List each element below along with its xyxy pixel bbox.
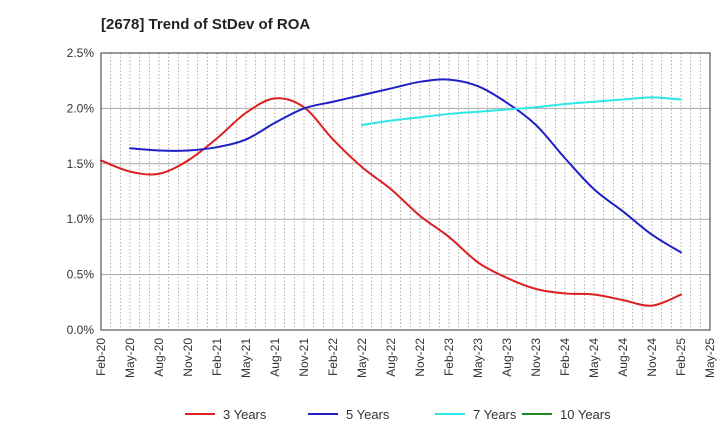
- y-tick-label: 2.0%: [67, 101, 95, 115]
- x-tick-label: May-22: [355, 338, 369, 378]
- x-tick-label: Nov-23: [529, 338, 543, 377]
- series-line-5-years: [129, 78, 682, 254]
- y-tick-label: 1.5%: [67, 157, 95, 171]
- x-tick-label: Nov-24: [645, 338, 659, 377]
- x-tick-label: Nov-22: [413, 338, 427, 377]
- x-axis: Feb-20 May-20 Aug-20 Nov-20 Feb-21 May-21 Aug-…: [94, 338, 717, 378]
- x-tick-label: Nov-21: [297, 338, 311, 377]
- x-tick-label: Feb-23: [442, 338, 456, 376]
- legend-label: 5 Years: [346, 407, 390, 422]
- x-tick-label: May-24: [587, 338, 601, 378]
- x-tick-label: Nov-20: [181, 338, 195, 377]
- plot-frame: [100, 52, 711, 331]
- x-tick-label: May-23: [471, 338, 485, 378]
- y-tick-label: 0.5%: [67, 268, 95, 282]
- x-tick-label: Feb-25: [674, 338, 688, 376]
- series-line-7-years: [361, 96, 682, 127]
- x-tick-label: May-21: [239, 338, 253, 378]
- x-tick-label: May-20: [123, 338, 137, 378]
- x-tick-label: Feb-20: [94, 338, 108, 376]
- x-tick-label: Aug-20: [152, 338, 166, 377]
- series-line-3-years: [100, 97, 682, 307]
- y-tick-label: 0.0%: [67, 323, 95, 337]
- x-tick-label: Feb-24: [558, 338, 572, 376]
- x-tick-label: Aug-22: [384, 338, 398, 377]
- y-tick-label: 2.5%: [67, 46, 95, 60]
- chart-title: [2678] Trend of StDev of ROA: [101, 16, 311, 33]
- legend-label: 10 Years: [560, 407, 611, 422]
- legend: 3 Years 5 Years 7 Years 10 Years: [185, 407, 611, 422]
- y-tick-label: 1.0%: [67, 212, 95, 226]
- x-tick-label: Feb-21: [210, 338, 224, 376]
- legend-label: 7 Years: [473, 407, 517, 422]
- x-tick-label: Aug-21: [268, 338, 282, 377]
- legend-label: 3 Years: [223, 407, 267, 422]
- y-axis: 0.0% 0.5% 1.0% 1.5% 2.0% 2.5%: [67, 46, 95, 337]
- x-tick-label: Aug-24: [616, 338, 630, 377]
- x-tick-label: May-25: [703, 338, 717, 378]
- x-tick-label: Feb-22: [326, 338, 340, 376]
- x-tick-label: Aug-23: [500, 338, 514, 377]
- series-layer: [100, 78, 682, 307]
- grid-layer: [101, 53, 710, 330]
